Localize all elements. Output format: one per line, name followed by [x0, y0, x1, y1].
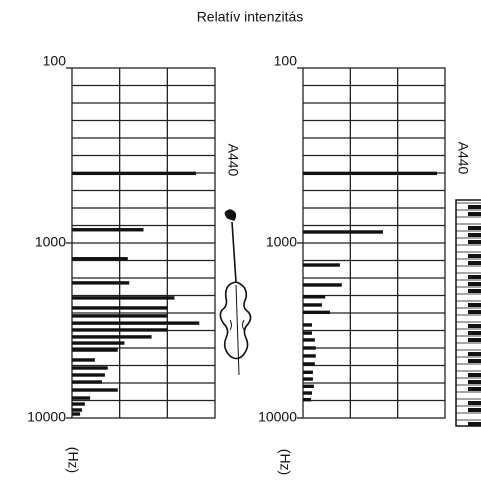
bar [72, 412, 81, 416]
piano-black-key [468, 240, 481, 244]
piano-black-key [468, 387, 481, 391]
piano-black-key [468, 310, 481, 314]
piano-black-key [468, 303, 481, 307]
piano-black-key [468, 331, 481, 335]
piano-black-key [468, 359, 481, 363]
bar [72, 408, 83, 412]
y-axis-label: (Hz) [65, 447, 81, 473]
piano-black-key [468, 212, 481, 216]
bar [303, 391, 312, 395]
bar [72, 306, 168, 310]
piano-black-key [468, 380, 481, 384]
bar [72, 396, 91, 400]
bar [303, 377, 313, 381]
piano-black-key [468, 408, 481, 412]
piano-black-key [468, 205, 481, 209]
bar [303, 230, 383, 234]
bar [303, 310, 330, 315]
piano-black-key [468, 401, 481, 405]
chart-title: Relatív intenzitás [197, 9, 304, 25]
piano-keyboard [455, 199, 481, 427]
bar [72, 257, 128, 261]
bar [303, 362, 315, 366]
bar [72, 373, 105, 377]
bar [72, 380, 103, 384]
bar [72, 358, 95, 362]
bar [303, 295, 326, 299]
piano-black-key [468, 261, 481, 265]
bar [303, 303, 322, 307]
piano-black-key [468, 282, 481, 286]
annotation: A440 [455, 142, 471, 175]
bar [303, 331, 312, 335]
bar [72, 341, 125, 345]
y-axis-label: (Hz) [277, 449, 293, 475]
bar [303, 323, 312, 327]
bar [303, 384, 314, 389]
bar [72, 366, 108, 370]
bar [303, 283, 342, 287]
bar [72, 388, 118, 392]
y-tick-label: 1000 [266, 234, 297, 250]
piano-black-key [468, 226, 481, 230]
y-tick-label: 10000 [258, 409, 297, 425]
violin-illustration [219, 209, 252, 376]
bar [72, 281, 130, 285]
piano-black-key [468, 324, 481, 328]
bar [72, 228, 144, 232]
bar [72, 296, 175, 300]
bar [303, 171, 437, 176]
piano-black-key [468, 289, 481, 293]
bar [72, 321, 200, 325]
y-tick-label: 100 [43, 53, 67, 69]
bar [303, 370, 313, 374]
y-tick-label: 1000 [35, 234, 66, 250]
bar [72, 335, 152, 339]
bar [72, 328, 168, 332]
piano-black-key [468, 338, 481, 342]
piano-black-key [468, 422, 481, 426]
bar [303, 263, 340, 267]
bar [303, 338, 315, 342]
bar [303, 354, 316, 358]
bar [72, 402, 85, 406]
bar [303, 346, 316, 350]
piano-black-key [468, 373, 481, 377]
bar [72, 314, 168, 318]
y-tick-label: 10000 [27, 409, 66, 425]
piano-black-key [468, 254, 481, 258]
piano-black-key [468, 233, 481, 237]
bar [72, 348, 118, 352]
annotation: A440 [225, 144, 241, 177]
piano-black-key [468, 275, 481, 279]
bar [303, 397, 312, 402]
bar [72, 171, 196, 176]
y-tick-label: 100 [274, 53, 298, 69]
piano-black-key [468, 352, 481, 356]
